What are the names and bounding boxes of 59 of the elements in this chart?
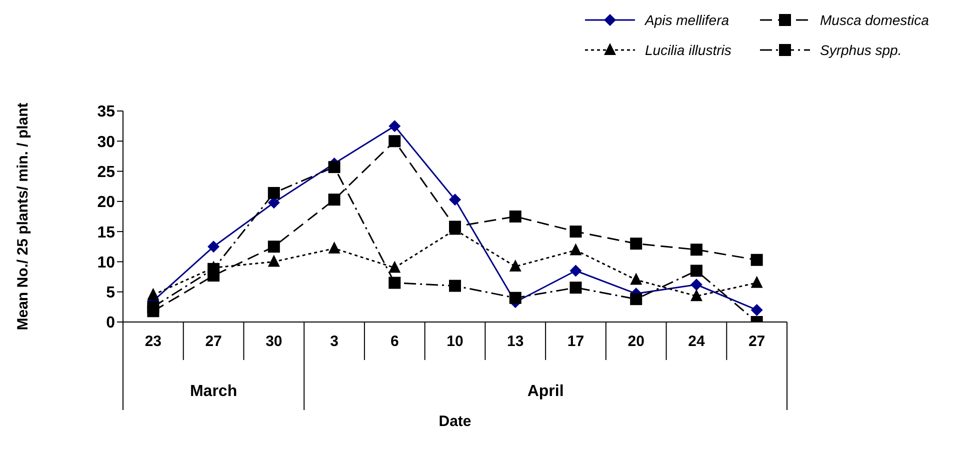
- y-axis-title: Mean No./ 25 plants/ min. / plant: [14, 102, 32, 330]
- text: March: [190, 383, 238, 400]
- point: [630, 293, 642, 306]
- point: [268, 186, 280, 199]
- x-tick-label: 24: [688, 333, 706, 350]
- point: [690, 278, 702, 291]
- point: [750, 254, 763, 266]
- text: April: [527, 383, 564, 400]
- point: [328, 161, 340, 174]
- x-tick-label: 3: [330, 333, 338, 350]
- y-tick-label: 10: [97, 254, 116, 272]
- point: [630, 238, 642, 250]
- point: [570, 226, 582, 238]
- y-tick-label: 20: [97, 194, 116, 212]
- y-tick-label: 35: [97, 104, 116, 121]
- y-tick-label: 25: [97, 164, 116, 181]
- point: [388, 276, 401, 289]
- x-tick-label: 30: [266, 333, 282, 350]
- x-tick-label: 17: [567, 333, 584, 350]
- point: [208, 240, 220, 253]
- x-tick-label: 27: [748, 333, 766, 350]
- point: [750, 304, 763, 316]
- legend-label: Apis mellifera: [644, 12, 730, 28]
- x-tick-label: 10: [446, 333, 464, 350]
- point: [268, 254, 280, 267]
- point: [509, 260, 522, 272]
- point: [328, 194, 340, 206]
- point: [449, 280, 461, 292]
- point: [147, 300, 160, 313]
- point: [328, 241, 340, 254]
- point: [690, 264, 702, 277]
- x-axis-title: Date: [438, 413, 472, 430]
- legend-label: Syrphus spp.: [820, 42, 902, 58]
- point: [750, 276, 763, 288]
- point: [147, 288, 160, 300]
- y-tick-label: 30: [97, 134, 116, 151]
- point: [449, 194, 461, 206]
- legend-label: Lucilia illustris: [645, 42, 732, 58]
- point: [388, 120, 401, 132]
- point: [388, 260, 401, 273]
- y-tick-label: 5: [106, 284, 116, 302]
- point: [690, 244, 702, 256]
- point: [570, 282, 582, 294]
- point: [509, 292, 522, 304]
- y-tick-label: 0: [106, 314, 116, 332]
- point: [690, 289, 702, 302]
- point: [388, 135, 401, 148]
- point: [570, 264, 582, 277]
- legend-label: Musca domestica: [820, 12, 930, 28]
- x-tick-label: 23: [144, 333, 162, 350]
- x-tick-label: 6: [390, 333, 399, 350]
- x-tick-label: 13: [507, 333, 524, 350]
- point: [570, 243, 582, 256]
- y-tick-label: 15: [97, 224, 116, 242]
- point: [268, 240, 280, 253]
- x-tick-label: 20: [628, 333, 644, 350]
- point: [630, 272, 642, 285]
- point: [509, 210, 522, 222]
- x-tick-label: 27: [205, 333, 222, 350]
